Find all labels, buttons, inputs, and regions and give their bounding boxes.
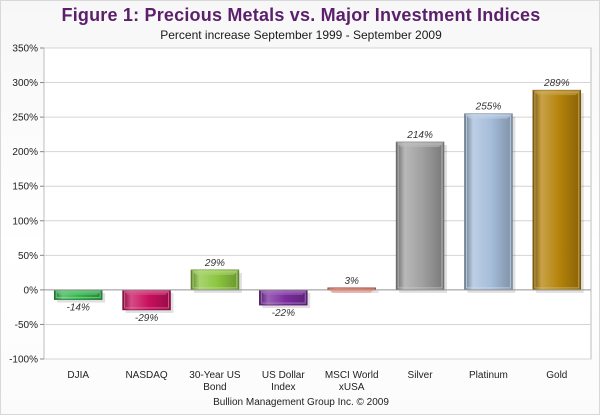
data-label: 3% [344,276,359,287]
y-tick-label: 0% [24,285,39,296]
x-tick-label: xUSA [339,382,365,393]
data-label: 29% [204,258,225,269]
x-tick-label: DJIA [67,370,89,381]
x-tick-label: Platinum [469,370,508,381]
data-label: 255% [475,102,502,113]
x-tick-label: Gold [546,370,567,381]
bar-cap [54,289,103,295]
data-label: 289% [543,78,570,89]
bar-cap [464,113,513,119]
y-tick-label: 350% [12,44,38,55]
bar-cap [259,289,308,295]
x-tick-label: MSCI World [325,370,379,381]
y-tick-label: 300% [12,78,38,89]
data-label: -29% [135,313,158,324]
bar-cap [532,90,581,96]
bar [532,89,582,291]
x-tick-label: US Dollar [262,370,305,381]
y-tick-label: 50% [18,251,38,262]
y-tick-label: 100% [12,216,38,227]
y-tick-label: 250% [12,113,38,124]
y-tick-label: -100% [9,355,38,366]
x-tick-label: Bond [203,382,226,393]
chart-title: Figure 1: Precious Metals vs. Major Inve… [61,5,541,25]
data-label: 214% [406,130,433,141]
chart-subtitle: Percent increase September 1999 - Septem… [160,28,442,42]
x-tick-label: 30-Year US [189,370,241,381]
bar-cap [191,269,239,275]
x-tick-label: Index [271,382,295,393]
x-tick-label: Silver [408,370,434,381]
y-tick-label: 200% [12,147,38,158]
bar-cap [122,289,171,295]
chart-footer: Bullion Management Group Inc. © 2009 [213,397,389,408]
y-tick-label: 150% [12,182,38,193]
x-tick-label: NASDAQ [125,370,167,381]
data-label: -14% [67,303,90,314]
bar [395,141,445,291]
data-label: -22% [272,308,295,319]
bar-cap [396,141,444,147]
y-tick-label: -50% [15,320,38,331]
bar [464,113,513,291]
